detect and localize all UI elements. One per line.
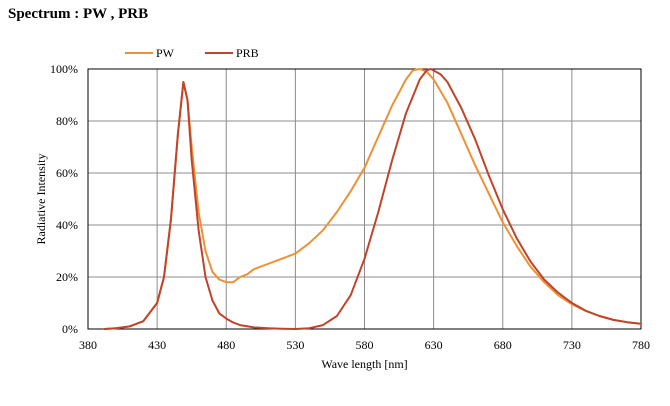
y-tick-label: 60% xyxy=(56,166,78,180)
x-tick-label: 480 xyxy=(217,338,235,352)
tick-labels: 380 430 480 530 580 630 680 730 780 0% 20% 40% 60% 80… xyxy=(50,62,650,352)
x-tick-label: 780 xyxy=(632,338,650,352)
y-tick-label: 40% xyxy=(56,218,78,232)
x-tick-label: 530 xyxy=(286,338,304,352)
chart-title: Spectrum : PW , PRB xyxy=(8,6,149,22)
y-tick-label: 100% xyxy=(50,62,78,76)
x-tick-label: 680 xyxy=(494,338,512,352)
legend: PW PRB xyxy=(125,46,259,60)
series-line-pw xyxy=(103,68,642,330)
y-axis-label: Radiative Intensity xyxy=(34,154,48,245)
grid-lines xyxy=(87,68,642,330)
legend-label-prb: PRB xyxy=(236,46,259,60)
series-layer xyxy=(103,68,642,330)
series-line-prb xyxy=(103,68,642,330)
x-tick-label: 730 xyxy=(563,338,581,352)
y-tick-label: 20% xyxy=(56,270,78,284)
plot-frame xyxy=(87,68,642,330)
x-tick-label: 430 xyxy=(148,338,166,352)
y-tick-label: 0% xyxy=(62,322,78,336)
x-tick-label: 580 xyxy=(356,338,374,352)
legend-label-pw: PW xyxy=(156,46,175,60)
x-tick-label: 380 xyxy=(79,338,97,352)
x-axis-label: Wave length [nm] xyxy=(321,357,407,371)
x-tick-label: 630 xyxy=(425,338,443,352)
y-tick-label: 80% xyxy=(56,114,78,128)
